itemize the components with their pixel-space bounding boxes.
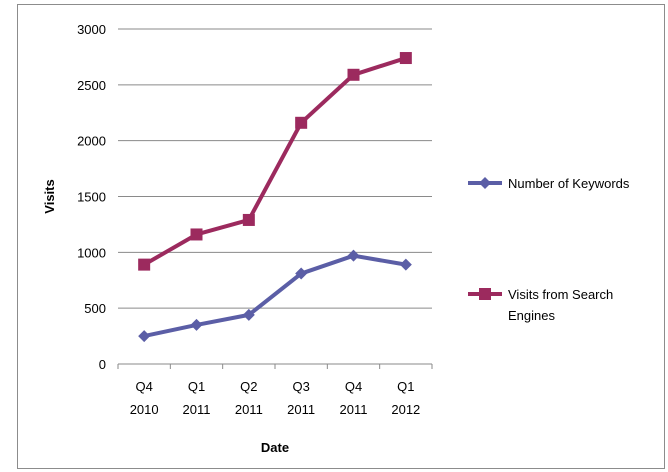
y-tick-label: 2000 bbox=[77, 134, 106, 149]
y-tick-label: 500 bbox=[84, 301, 106, 316]
data-point bbox=[190, 318, 203, 331]
y-tick-label: 3000 bbox=[77, 22, 106, 37]
series-line bbox=[143, 56, 407, 267]
data-point bbox=[242, 308, 255, 321]
data-point bbox=[138, 330, 151, 343]
x-tick-label: Q4 2010 bbox=[130, 379, 159, 417]
series-line bbox=[143, 253, 407, 339]
legend-label: Visits from Search Engines bbox=[508, 287, 613, 323]
x-tick-label: Q1 2012 bbox=[391, 379, 420, 417]
x-axis-title: Date bbox=[261, 440, 289, 455]
data-point bbox=[295, 267, 308, 280]
y-tick-label: 0 bbox=[99, 357, 106, 372]
series bbox=[138, 249, 412, 343]
legend-label: Number of Keywords bbox=[508, 176, 630, 191]
data-point bbox=[479, 177, 491, 189]
y-tick-label: 1500 bbox=[77, 190, 106, 205]
legend-item: Visits from Search Engines bbox=[468, 287, 613, 323]
x-axis-ticks: Q4 2010 Q1 2011 Q2 2011 Q3 2011 Q4 2011 Q1 2012 bbox=[117, 364, 433, 417]
series bbox=[138, 52, 412, 271]
data-point bbox=[399, 52, 412, 65]
data-point bbox=[242, 213, 255, 226]
x-tick-label: Q2 2011 bbox=[235, 379, 263, 417]
data-point bbox=[190, 228, 203, 241]
chart-frame bbox=[17, 4, 665, 469]
y-tick-label: 1000 bbox=[77, 245, 106, 260]
x-tick-label: Q3 2011 bbox=[287, 379, 315, 417]
series-group bbox=[138, 52, 412, 343]
data-point bbox=[347, 68, 360, 81]
x-tick-label: Q4 2011 bbox=[340, 379, 368, 417]
legend-item: Number of Keywords bbox=[468, 176, 630, 191]
x-tick-label: Q1 2011 bbox=[183, 379, 211, 417]
data-point bbox=[138, 258, 151, 271]
y-axis-title: Visits bbox=[42, 179, 57, 213]
y-axis-ticks: 0 500 1000 1500 2000 2500 3000 bbox=[77, 22, 106, 372]
data-point bbox=[295, 116, 308, 129]
y-tick-label: 2500 bbox=[77, 78, 106, 93]
data-point bbox=[347, 249, 360, 262]
grid bbox=[118, 28, 432, 365]
data-point bbox=[399, 258, 412, 271]
legend: Number of Keywords Visits from Search Engi… bbox=[468, 176, 630, 323]
data-point bbox=[479, 288, 491, 300]
